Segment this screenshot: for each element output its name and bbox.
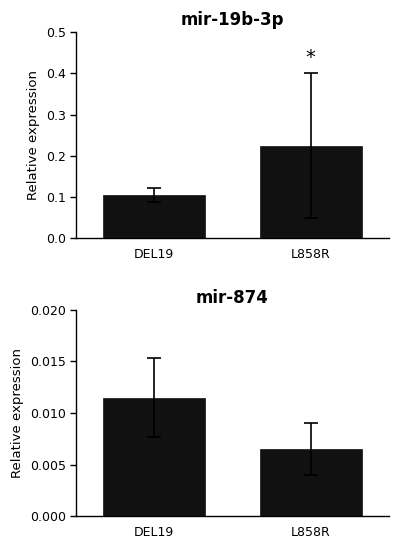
- Bar: [104, 398, 205, 516]
- Y-axis label: Relative expression: Relative expression: [11, 348, 24, 478]
- Title: mir-874: mir-874: [196, 289, 269, 307]
- Bar: [260, 449, 362, 516]
- Bar: [104, 195, 205, 238]
- Y-axis label: Relative expression: Relative expression: [27, 70, 40, 200]
- Title: mir-19b-3p: mir-19b-3p: [181, 11, 284, 29]
- Bar: [260, 146, 362, 238]
- Text: *: *: [306, 48, 316, 67]
